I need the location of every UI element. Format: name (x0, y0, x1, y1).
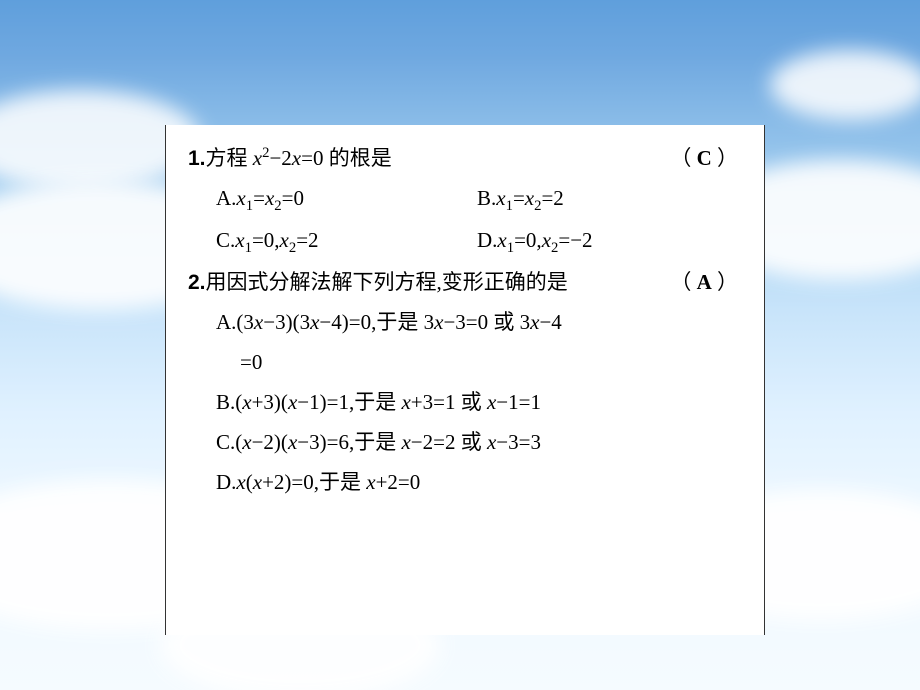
q2-option-c: C.(x−2)(x−3)=6,于是 x−2=2 或 x−3=3 (188, 423, 738, 463)
q1-option-d: D.x1=0,x2=−2 (477, 221, 738, 263)
q2-stem-text: 用因式分解法解下列方程,变形正确的是 (206, 270, 568, 294)
q1-stem-pre: 方程 (206, 146, 253, 170)
q2-stem: 2.用因式分解法解下列方程,变形正确的是 （ A ） (188, 263, 738, 303)
q2-option-a-line1: A.(3x−3)(3x−4)=0,于是 3x−3=0 或 3x−4 (188, 303, 738, 343)
q1-math-x2: x (292, 146, 301, 170)
q1-option-b: B.x1=x2=2 (477, 179, 738, 221)
q2-option-b: B.(x+3)(x−1)=1,于是 x+3=1 或 x−1=1 (188, 383, 738, 423)
q1-options-row1: A.x1=x2=0 B.x1=x2=2 (188, 179, 738, 221)
q1-option-c: C.x1=0,x2=2 (216, 221, 477, 263)
q2-option-d: D.x(x+2)=0,于是 x+2=0 (188, 463, 738, 503)
q1-math-x1: x (253, 146, 262, 170)
q2-answer: A (697, 270, 712, 294)
q1-option-a: A.x1=x2=0 (216, 179, 477, 221)
q2-answer-bracket: （ A ） (670, 263, 738, 303)
q2-number: 2. (188, 271, 206, 294)
q2-option-a-line2: =0 (188, 343, 738, 383)
q1-options-row2: C.x1=0,x2=2 D.x1=0,x2=−2 (188, 221, 738, 263)
q1-math-eq: =0 (301, 146, 323, 170)
q1-stem: 1.方程 x2−2x=0 的根是 （ C ） (188, 139, 738, 179)
q1-stem-post: 的根是 (323, 146, 391, 170)
question-sheet: 1.方程 x2−2x=0 的根是 （ C ） A.x1=x2=0 B.x1=x2… (165, 125, 765, 635)
cloud-decoration (770, 50, 920, 120)
q1-answer: C (697, 146, 712, 170)
q1-math-mid: −2 (269, 146, 291, 170)
q1-answer-bracket: （ C ） (670, 139, 738, 179)
q1-number: 1. (188, 147, 206, 170)
